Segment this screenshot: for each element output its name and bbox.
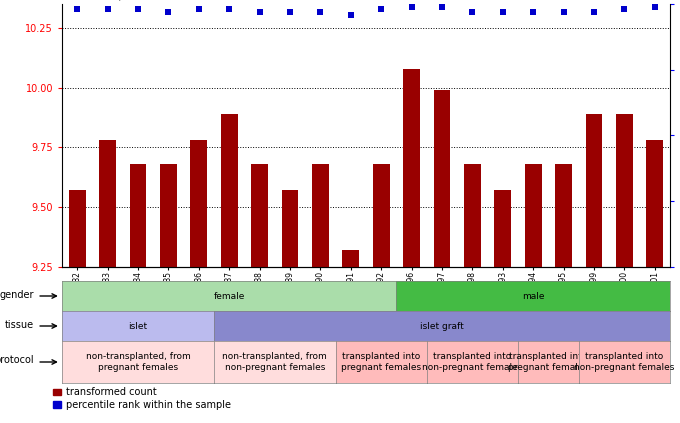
Point [528,9,539,16]
Bar [585,114,602,266]
Bar [190,140,207,266]
Text: transplanted into
non-pregnant females: transplanted into non-pregnant females [574,352,675,372]
Point [315,9,326,16]
Point [619,6,630,13]
Legend: transformed count, percentile rank within the sample: transformed count, percentile rank withi… [53,387,231,410]
Text: transplanted into
pregnant females: transplanted into pregnant females [341,352,422,372]
Bar [616,114,633,266]
Bar [130,164,146,266]
Bar [556,164,572,266]
Bar [434,90,450,266]
Point [72,6,83,13]
Text: GDS5618 / 10430536: GDS5618 / 10430536 [56,0,190,2]
Bar [525,164,541,266]
Bar [99,140,116,266]
Bar [464,164,481,266]
Point [558,9,569,16]
Bar [160,164,177,266]
Point [345,11,356,18]
Text: male: male [522,291,545,300]
Point [284,9,295,16]
Bar [373,164,390,266]
Point [133,6,143,13]
Point [224,6,235,13]
Bar [221,114,237,266]
Text: female: female [214,291,245,300]
Text: islet: islet [129,321,148,330]
Point [254,9,265,16]
Point [589,9,600,16]
Text: non-transplanted, from
pregnant females: non-transplanted, from pregnant females [86,352,190,372]
Text: tissue: tissue [5,319,34,330]
Point [497,9,508,16]
Point [193,6,204,13]
Point [467,9,478,16]
Text: transplanted into
pregnant females: transplanted into pregnant females [509,352,588,372]
Text: non-transplanted, from
non-pregnant females: non-transplanted, from non-pregnant fema… [222,352,327,372]
Bar [343,250,359,266]
Bar [69,190,86,266]
Point [102,6,113,13]
Bar [647,140,663,266]
Point [406,3,417,10]
Text: protocol: protocol [0,355,34,365]
Bar [251,164,268,266]
Point [376,6,387,13]
Text: gender: gender [0,289,34,299]
Point [437,3,447,10]
Point [649,3,660,10]
Text: islet graft: islet graft [420,321,464,330]
Bar [403,69,420,266]
Point [163,9,174,16]
Bar [312,164,328,266]
Bar [494,190,511,266]
Text: transplanted into
non-pregnant females: transplanted into non-pregnant females [422,352,523,372]
Bar [282,190,299,266]
